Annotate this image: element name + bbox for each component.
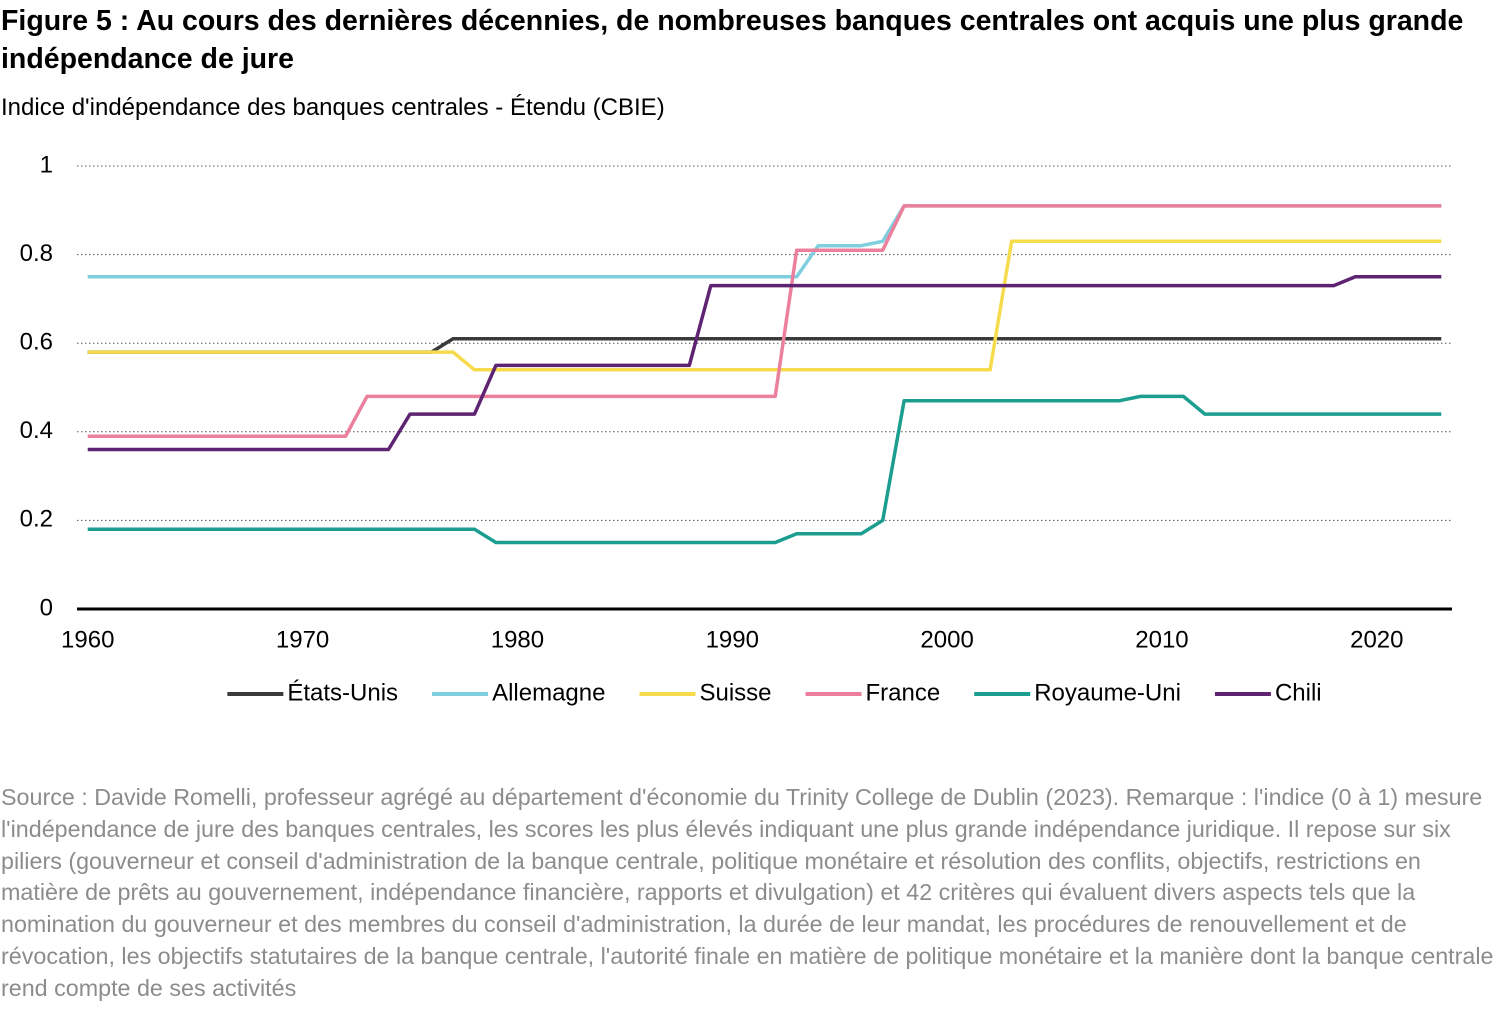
y-tick-label: 0 [40, 594, 53, 621]
legend-label: Allemagne [492, 679, 605, 706]
y-tick-label: 1 [40, 151, 53, 178]
y-tick-label: 0.2 [20, 506, 53, 533]
legend-label: Chili [1275, 679, 1322, 706]
legend-label: États-Unis [287, 679, 398, 706]
series-line [87, 275, 1442, 452]
x-tick-label: 1970 [276, 626, 329, 653]
y-tick-label: 0.8 [20, 240, 53, 267]
y-tick-label: 0.6 [20, 329, 53, 356]
series-line [87, 394, 1442, 545]
chart-title: Figure 5 : Au cours des dernières décenn… [1, 5, 1464, 75]
x-tick-label: 1990 [706, 626, 759, 653]
chart: 0 0.2 0.4 0.6 0.8 1 1960 1970 1980 1990 2000 2010 20… [20, 151, 1452, 706]
legend-label: Suisse [699, 679, 771, 706]
series-line [87, 204, 1442, 438]
source-note: Source : Davide Romelli, professeur agré… [1, 784, 1494, 1001]
x-tick-label: 1980 [491, 626, 544, 653]
legend-label: Royaume-Uni [1034, 679, 1181, 706]
x-tick-label: 2020 [1350, 626, 1403, 653]
x-tick-label: 1960 [61, 626, 114, 653]
series-line [87, 337, 1442, 354]
legend-label: France [866, 679, 941, 706]
series-line [87, 239, 1442, 372]
chart-subtitle: Indice d'indépendance des banques centra… [1, 94, 665, 121]
x-tick-label: 2000 [920, 626, 973, 653]
x-tick-label: 2010 [1135, 626, 1188, 653]
y-tick-label: 0.4 [20, 417, 53, 444]
